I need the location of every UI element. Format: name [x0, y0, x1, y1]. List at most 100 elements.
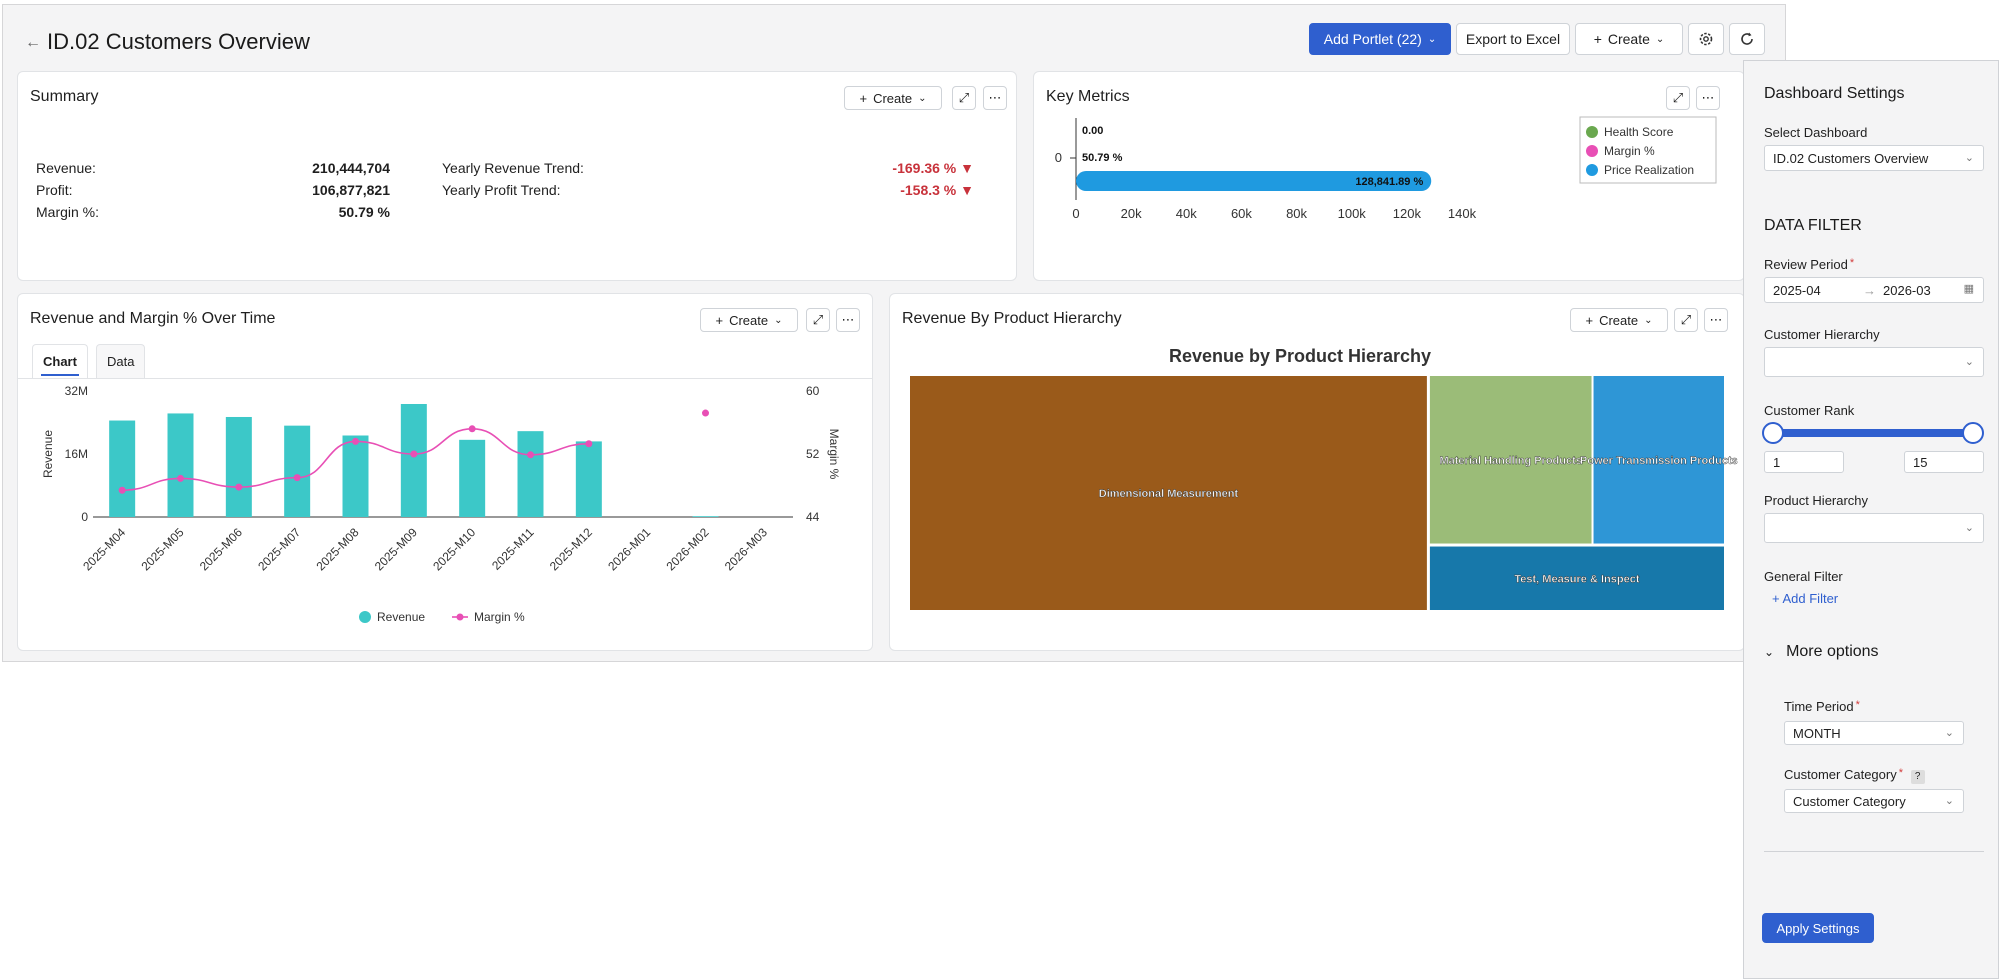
x-tick-label: 2025-M04 — [80, 525, 128, 573]
legend-entry: Health Score — [1604, 125, 1674, 139]
chevron-down-icon: ⌄ — [1427, 33, 1437, 45]
expand-icon: ⤢ — [1672, 90, 1684, 105]
triangle-down-icon: ▼ — [960, 182, 974, 198]
summary-more-button[interactable]: ⋯ — [983, 86, 1007, 110]
x-tick-label: 100k — [1338, 206, 1367, 221]
margin-point — [410, 450, 418, 458]
rank-max-handle[interactable] — [1962, 422, 1984, 444]
review-period-range[interactable]: 2025-04 → 2026-03 ▦ — [1764, 277, 1984, 303]
tab-data[interactable]: Data — [96, 344, 146, 378]
legend-marker — [1586, 145, 1598, 157]
review-period-to[interactable]: 2026-03 — [1883, 282, 1931, 298]
help-badge[interactable]: ? — [1910, 770, 1925, 784]
select-dashboard-dropdown[interactable]: ID.02 Customers Overview ⌄ — [1764, 145, 1984, 171]
required-marker: * — [1898, 767, 1903, 779]
revenue-margin-expand-button[interactable]: ⤢ — [806, 308, 830, 332]
margin-point — [352, 437, 359, 445]
product-hierarchy-label: Product Hierarchy — [1764, 493, 1869, 508]
profit-trend-text: -158.3 % — [900, 182, 957, 198]
product-hierarchy-more-button[interactable]: ⋯ — [1704, 308, 1728, 332]
revenue-bar — [400, 403, 427, 517]
profit-label: Profit: — [36, 182, 73, 198]
rank-min-handle[interactable] — [1762, 422, 1784, 444]
x-tick-label: 80k — [1286, 206, 1307, 221]
margin-point — [235, 483, 243, 491]
gear-icon — [1699, 32, 1713, 46]
summary-card: Summary + Create ⌄ ⤢ ⋯ Revenue: 210,444,… — [17, 71, 1017, 281]
legend-marker — [1586, 126, 1598, 138]
arrow-left-icon[interactable]: ← — [25, 34, 41, 51]
key-metrics-expand-button[interactable]: ⤢ — [1666, 86, 1690, 110]
y-tick-label: 16M — [65, 447, 88, 461]
legend-entry-revenue: Revenue — [377, 610, 425, 624]
triangle-down-icon: ▼ — [960, 160, 974, 176]
customer-hierarchy-label: Customer Hierarchy — [1764, 327, 1880, 342]
chevron-down-icon: ⌄ — [1944, 727, 1954, 739]
summary-expand-button[interactable]: ⤢ — [952, 86, 976, 110]
panel-divider — [1764, 851, 1984, 852]
refresh-button[interactable] — [1729, 23, 1765, 55]
x-tick-label: 2025-M09 — [372, 525, 420, 573]
treemap-title: Revenue by Product Hierarchy — [1169, 346, 1431, 366]
chevron-down-icon: ⌄ — [1964, 522, 1974, 534]
legend-entry: Margin % — [1604, 144, 1655, 158]
y-axis-label: Revenue — [41, 430, 55, 478]
more-options-toggle[interactable]: ⌄ More options — [1764, 643, 1879, 661]
customer-category-text: Customer Category — [1784, 767, 1897, 782]
x-tick-label: 2025-M07 — [255, 525, 303, 573]
export-excel-button[interactable]: Export to Excel — [1456, 23, 1570, 55]
chevron-down-icon: ⌄ — [1655, 33, 1665, 45]
key-metrics-more-button[interactable]: ⋯ — [1696, 86, 1720, 110]
select-dashboard-value: ID.02 Customers Overview — [1773, 150, 1929, 166]
product-hierarchy-create-button[interactable]: + Create ⌄ — [1570, 308, 1668, 332]
rank-max-input[interactable]: 15 — [1904, 451, 1984, 473]
tab-chart[interactable]: Chart — [32, 344, 88, 378]
product-hierarchy-expand-button[interactable]: ⤢ — [1674, 308, 1698, 332]
legend-entry: Price Realization — [1604, 163, 1694, 177]
treemap-tile — [1429, 376, 1592, 544]
apply-settings-button[interactable]: Apply Settings — [1762, 913, 1874, 943]
margin-point — [118, 486, 126, 494]
revenue-trend-text: -169.36 % — [892, 160, 957, 176]
plus-icon: + — [1593, 31, 1602, 47]
time-period-label: Time Period * — [1784, 699, 1860, 714]
tab-divider — [18, 378, 872, 379]
review-period-label: Review Period * — [1764, 257, 1854, 272]
rank-min-input[interactable]: 1 — [1764, 451, 1844, 473]
dashboard-canvas: ← ID.02 Customers Overview Add Portlet (… — [2, 4, 1786, 662]
plus-icon: + — [1772, 591, 1783, 606]
revenue-margin-create-button[interactable]: + Create ⌄ — [700, 308, 798, 332]
product-hierarchy-card: Revenue By Product Hierarchy + Create ⌄ … — [889, 293, 1745, 651]
add-portlet-label: Add Portlet (22) — [1323, 31, 1422, 47]
summary-create-button[interactable]: + Create ⌄ — [844, 86, 942, 110]
revenue-margin-more-button[interactable]: ⋯ — [836, 308, 860, 332]
calendar-icon[interactable]: ▦ — [1963, 283, 1974, 295]
x-tick-label: 2026-M03 — [722, 525, 770, 573]
expand-icon: ⤢ — [958, 90, 970, 105]
revenue-trend-value: -169.36 % ▼ — [778, 160, 974, 176]
customer-category-dropdown[interactable]: Customer Category ⌄ — [1784, 789, 1964, 813]
y2-axis-label: Margin % — [827, 429, 841, 480]
more-icon: ⋯ — [988, 90, 1002, 105]
customer-rank-track[interactable] — [1774, 429, 1974, 437]
header-create-button[interactable]: + Create ⌄ — [1575, 23, 1683, 55]
treemap-label: Material Handling Products — [1439, 455, 1581, 467]
margin-label: 50.79 % — [1082, 152, 1123, 164]
time-period-dropdown[interactable]: MONTH ⌄ — [1784, 721, 1964, 745]
revenue-bar — [284, 425, 311, 517]
review-period-from[interactable]: 2025-04 — [1773, 282, 1821, 298]
legend-box — [1579, 116, 1717, 184]
treemap-tile — [1593, 376, 1724, 544]
dashboard-settings-panel: Dashboard Settings Select Dashboard ID.0… — [1743, 60, 1999, 979]
margin-label: Margin %: — [36, 204, 100, 220]
product-hierarchy-treemap: Revenue by Product Hierarchy Dimensional … — [910, 346, 1738, 610]
add-portlet-button[interactable]: Add Portlet (22) ⌄ — [1309, 23, 1451, 55]
customer-hierarchy-dropdown[interactable]: ⌄ — [1764, 347, 1984, 377]
add-filter-link[interactable]: + Add Filter — [1772, 591, 1838, 606]
product-hierarchy-dropdown[interactable]: ⌄ — [1764, 513, 1984, 543]
x-tick-label: 2025-M10 — [430, 525, 478, 573]
revenue-margin-card: Revenue and Margin % Over Time + Create … — [17, 293, 873, 651]
revenue-bar — [342, 435, 369, 517]
settings-button[interactable] — [1688, 23, 1724, 55]
